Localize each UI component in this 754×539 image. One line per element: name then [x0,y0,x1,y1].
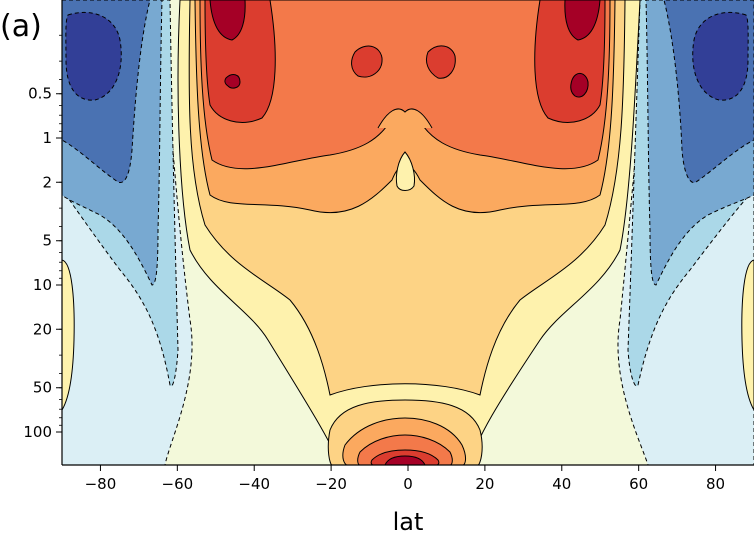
contour-fill-level-12 [384,455,426,465]
contour-fill-level-11 [425,45,456,79]
y-tick-label: 0.5 [28,85,52,103]
y-tick-label: 100 [23,423,52,441]
x-axis: −80 −60 −40 −20 0 20 40 60 80 [85,465,725,493]
contour-fill-level-6 [692,11,749,101]
y-tick-label: 50 [33,379,52,397]
y-tick-label: 10 [33,276,52,294]
contour-fill-level-7 [741,259,754,411]
y-axis: 0.5 1 2 5 10 20 50 100 [23,85,62,441]
contour-fill-level-7 [395,151,415,191]
x-tick-label: −80 [85,475,117,493]
y-tick-label: 5 [42,232,52,250]
x-tick-label: −20 [315,475,347,493]
x-tick-label: 80 [706,475,725,493]
y-tick-label: 2 [42,173,52,191]
y-tick-label: 20 [33,320,52,338]
contour-fill-level-6 [65,11,122,101]
contour-fill-level-11 [351,45,383,78]
x-tick-label: −40 [238,475,270,493]
panel-label: (a) [0,9,42,44]
x-tick-label: 20 [475,475,494,493]
contour-fill-level-12 [570,73,589,98]
plot-area [62,0,754,465]
contour-fill-level-10 [377,108,433,129]
x-tick-label: 0 [403,475,413,493]
x-tick-label: 40 [552,475,571,493]
y-tick-label: 1 [42,129,52,147]
contour-fill-level-12 [209,0,246,41]
x-tick-label: −60 [162,475,194,493]
contour-fill-level-12 [224,74,241,89]
contour-fill-level-7 [62,259,75,411]
x-axis-title: lat [393,508,424,536]
contour-fill-level-12 [564,0,601,41]
x-tick-label: 60 [629,475,648,493]
